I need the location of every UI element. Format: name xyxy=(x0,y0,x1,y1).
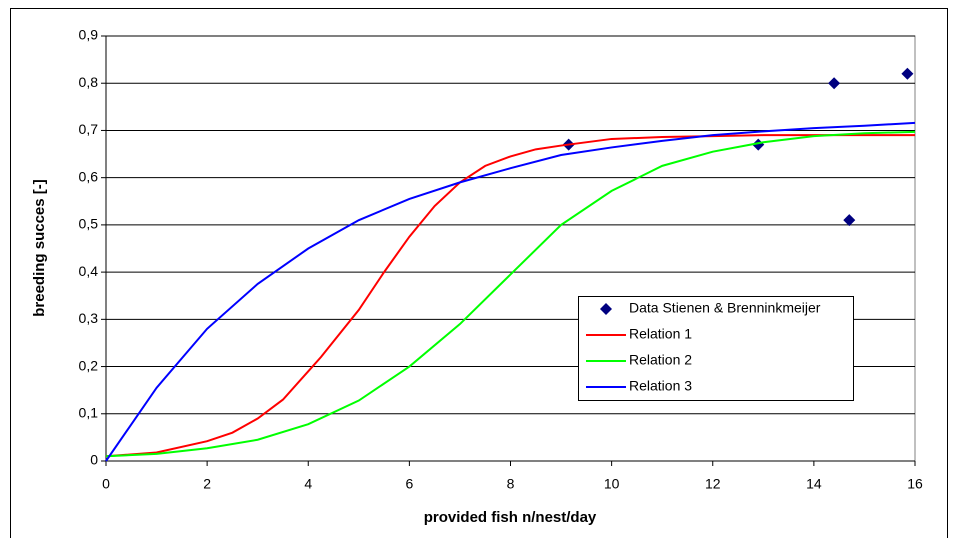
y-tick-label: 0,5 xyxy=(79,216,99,232)
y-tick-label: 0,7 xyxy=(79,121,99,137)
x-tick-label: 14 xyxy=(806,476,822,492)
x-tick-label: 0 xyxy=(102,476,110,492)
legend-label: Data Stienen & Brenninkmeijer xyxy=(629,300,821,316)
x-tick-label: 6 xyxy=(405,476,413,492)
x-tick-label: 2 xyxy=(203,476,211,492)
legend-label: Relation 3 xyxy=(629,378,692,394)
x-axis-title: provided fish n/nest/day xyxy=(424,509,597,526)
legend-label: Relation 2 xyxy=(629,352,692,368)
y-tick-label: 0,4 xyxy=(79,263,99,279)
line xyxy=(105,130,916,458)
y-tick-label: 0 xyxy=(90,452,98,468)
x-tick-label: 4 xyxy=(304,476,312,492)
y-tick-label: 0,8 xyxy=(79,74,99,90)
x-tick-label: 16 xyxy=(907,476,923,492)
x-tick-label: 8 xyxy=(507,476,515,492)
y-tick-label: 0,9 xyxy=(79,27,99,43)
line xyxy=(105,121,916,462)
line xyxy=(105,134,915,458)
point xyxy=(843,214,856,227)
point xyxy=(901,67,914,80)
y-axis-title: breeding succes [-] xyxy=(31,179,48,317)
legend-label: Relation 1 xyxy=(629,326,692,342)
y-tick-label: 0,2 xyxy=(79,357,99,373)
x-tick-label: 12 xyxy=(705,476,721,492)
y-tick-label: 0,3 xyxy=(79,310,99,326)
y-tick-label: 0,6 xyxy=(79,168,99,184)
point xyxy=(752,138,765,151)
x-tick-label: 10 xyxy=(604,476,620,492)
point xyxy=(828,77,841,90)
legend-marker xyxy=(600,303,612,315)
legend xyxy=(578,296,854,401)
y-tick-label: 0,1 xyxy=(79,404,99,420)
